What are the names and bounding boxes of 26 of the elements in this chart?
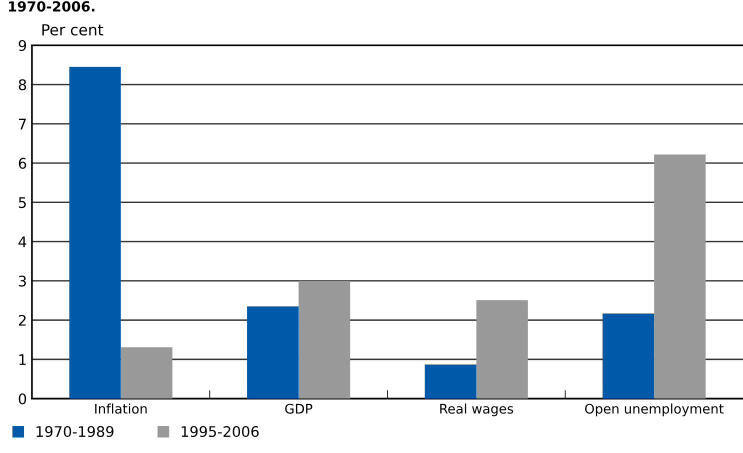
y-axis-title: Per cent [42,24,104,36]
chart-title: 1970-2006. [8,1,94,12]
bar [298,280,350,399]
y-tick-label: 4 [18,236,26,248]
x-tick-label: GDP [285,404,312,414]
bar [476,300,528,399]
y-tick-label: 1 [19,354,26,365]
bar [424,364,476,399]
bar [602,313,654,399]
y-tick-label: 8 [18,79,26,90]
bar [654,154,706,399]
y-tick-label: 7 [19,118,26,130]
y-tick-label: 9 [18,40,26,52]
bar [120,347,172,399]
y-tick-label: 2 [18,314,26,326]
bar [69,66,121,399]
y-tick-label: 5 [18,197,26,208]
bar [247,306,299,399]
y-tick-label: 3 [18,276,26,287]
legend-label: 1995-2006 [182,426,259,438]
x-tick-label: Open unemployment [585,404,724,416]
x-tick-label: Real wages [440,404,514,416]
legend-label: 1970-1989 [36,426,114,438]
x-tick-label: Inflation [95,404,147,414]
y-tick-label: 6 [18,158,26,169]
y-tick-label: 0 [18,393,26,404]
